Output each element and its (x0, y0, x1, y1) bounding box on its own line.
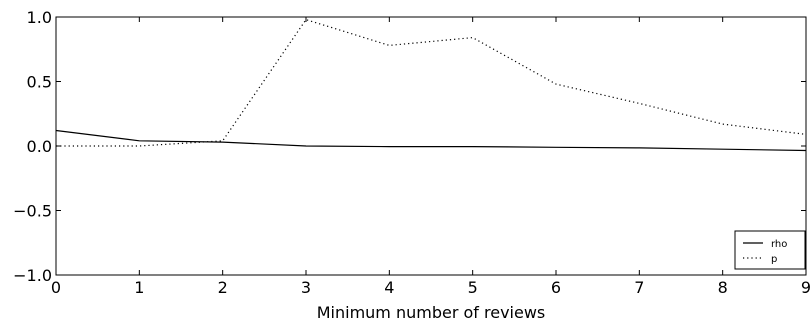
data-point-p-8 (721, 123, 724, 126)
data-point-rho-7 (638, 147, 641, 150)
data-point-rho-3 (305, 145, 308, 148)
data-point-p-1 (138, 145, 141, 148)
data-point-p-7 (638, 102, 641, 105)
data-point-rho-6 (555, 146, 558, 149)
legend-label-p: p (771, 254, 777, 265)
data-point-rho-5 (471, 145, 474, 148)
data-point-p-5 (471, 36, 474, 39)
x-tick-label: 0 (51, 278, 61, 297)
x-tick-label: 2 (218, 278, 228, 297)
x-tick-label: 9 (801, 278, 811, 297)
data-point-rho-8 (721, 148, 724, 151)
x-tick-label: 7 (634, 278, 644, 297)
x-tick-label: 5 (468, 278, 478, 297)
x-axis-title: Minimum number of reviews (317, 303, 546, 322)
x-tick-label: 8 (718, 278, 728, 297)
legend-label-rho: rho (771, 239, 787, 250)
data-point-rho-1 (138, 139, 141, 142)
x-tick-label: 4 (384, 278, 394, 297)
legend-box (734, 230, 806, 270)
plot-frame (55, 16, 807, 276)
legend: rho p (734, 230, 806, 270)
data-point-p-4 (388, 44, 391, 47)
data-point-rho-4 (388, 145, 391, 148)
y-tick-label: 0.0 (27, 137, 52, 156)
y-tick-label: −1.0 (13, 266, 52, 285)
series-layer (55, 18, 807, 152)
y-tick-label: 0.5 (27, 73, 52, 92)
plot-area (56, 17, 806, 275)
data-point-p-2 (221, 139, 224, 142)
x-tick-label: 1 (134, 278, 144, 297)
x-tick-label: 3 (301, 278, 311, 297)
series-line-rho (55, 129, 807, 152)
x-tick-label: 6 (551, 278, 561, 297)
y-tick-label: 1.0 (27, 8, 52, 27)
data-point-p-6 (555, 83, 558, 86)
y-tick-label: −0.5 (13, 202, 52, 221)
